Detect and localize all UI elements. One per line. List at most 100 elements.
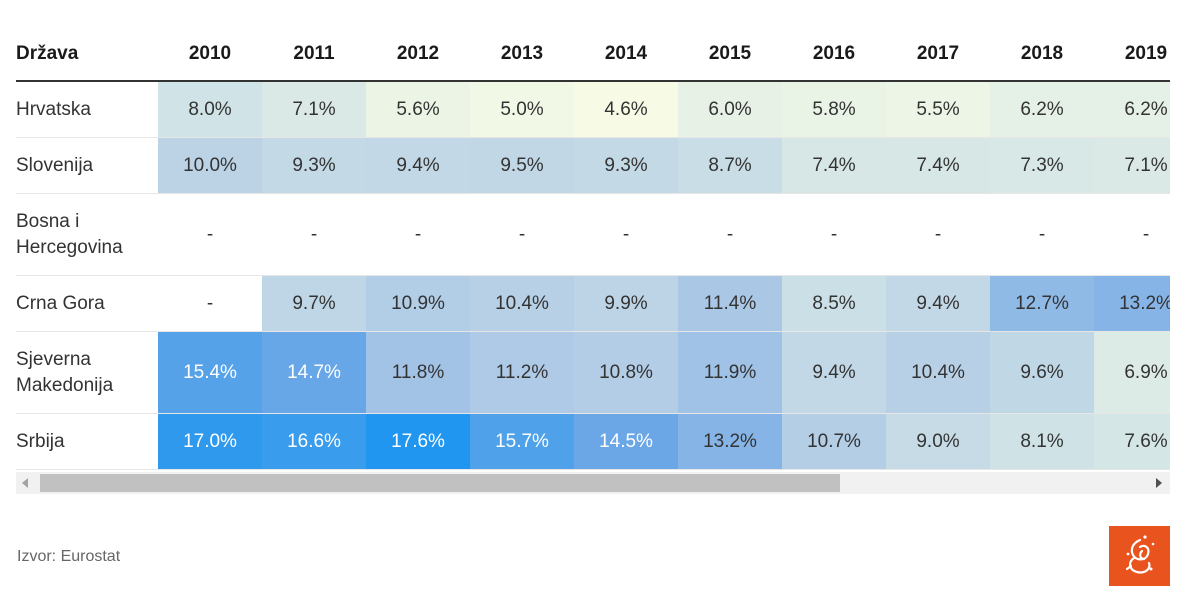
value-cell: 15.7%: [470, 413, 574, 470]
value-cell: -: [678, 193, 782, 276]
value-cell: 8.0%: [158, 81, 262, 138]
al-jazeera-logo: [1109, 526, 1170, 586]
table-row: Crna Gora -9.7% 10.9% 10.4% 9.9% 11.4% 8.5% 9.4…: [16, 275, 1170, 332]
value-cell: 7.6%: [1094, 413, 1170, 470]
value-cell: 9.3%: [262, 137, 366, 194]
year-column-header: 2015: [678, 28, 782, 82]
value-cell: 13.2%: [678, 413, 782, 470]
value-cell: 9.5%: [470, 137, 574, 194]
year-column-header: 2018: [990, 28, 1094, 82]
table-header-row: Država 2010 2011 2012 2013 2014 2015 2016 2017 20…: [16, 28, 1170, 82]
year-column-header: 2013: [470, 28, 574, 82]
country-name-cell: Srbija: [16, 413, 158, 470]
value-cell: -: [1094, 193, 1170, 276]
value-cell: 5.6%: [366, 81, 470, 138]
value-cell: 9.4%: [782, 331, 886, 414]
value-cell: 14.7%: [262, 331, 366, 414]
value-cell: -: [470, 193, 574, 276]
value-cell: 10.8%: [574, 331, 678, 414]
scrollbar-thumb[interactable]: [40, 474, 840, 492]
value-cell: 9.3%: [574, 137, 678, 194]
value-cell: -: [366, 193, 470, 276]
data-table-viewport: Država 2010 2011 2012 2013 2014 2015 2016 2017 20…: [16, 28, 1170, 472]
source-note: Izvor: Eurostat: [17, 548, 121, 565]
table-row: Slovenija 10.0% 9.3% 9.4% 9.5% 9.3% 8.7% 7.4% 7.…: [16, 137, 1170, 194]
year-column-header: 2016: [782, 28, 886, 82]
horizontal-scrollbar[interactable]: [16, 472, 1170, 494]
value-cell: 5.5%: [886, 81, 990, 138]
country-name-line: Hercegovina: [16, 236, 123, 258]
value-cell: 14.5%: [574, 413, 678, 470]
country-name-cell: Bosna i Hercegovina: [16, 193, 158, 276]
value-cell: 7.1%: [262, 81, 366, 138]
value-cell: 11.4%: [678, 275, 782, 332]
value-cell: 11.8%: [366, 331, 470, 414]
value-cell: 15.4%: [158, 331, 262, 414]
country-name-line: Sjeverna: [16, 348, 91, 370]
value-cell: 6.9%: [1094, 331, 1170, 414]
country-name-line: Slovenija: [16, 154, 94, 176]
value-cell: 7.1%: [1094, 137, 1170, 194]
value-cell: 8.7%: [678, 137, 782, 194]
table-row: Hrvatska 8.0% 7.1% 5.6% 5.0% 4.6% 6.0% 5.8% 5.5%…: [16, 81, 1170, 138]
country-name-line: Hrvatska: [16, 98, 91, 120]
value-cell: 10.7%: [782, 413, 886, 470]
value-cell: 6.2%: [990, 81, 1094, 138]
country-name-cell: Hrvatska: [16, 81, 158, 138]
value-cell: 10.0%: [158, 137, 262, 194]
country-name-line: Bosna i: [16, 210, 80, 232]
value-cell: 17.6%: [366, 413, 470, 470]
year-column-header: 2017: [886, 28, 990, 82]
value-cell: 16.6%: [262, 413, 366, 470]
value-cell: 8.5%: [782, 275, 886, 332]
al-jazeera-logo-icon: [1125, 535, 1155, 574]
value-cell: 11.9%: [678, 331, 782, 414]
value-cell: -: [262, 193, 366, 276]
year-column-header: 2010: [158, 28, 262, 82]
country-name-cell: Crna Gora: [16, 275, 158, 332]
country-name-line: Srbija: [16, 430, 65, 452]
scroll-left-arrow-icon[interactable]: [22, 478, 28, 488]
value-cell: -: [782, 193, 886, 276]
value-cell: 7.4%: [782, 137, 886, 194]
value-cell: 12.7%: [990, 275, 1094, 332]
value-cell: 10.9%: [366, 275, 470, 332]
country-column-header: Država: [16, 28, 158, 82]
value-cell: 9.4%: [886, 275, 990, 332]
value-cell: 5.8%: [782, 81, 886, 138]
value-cell: 7.4%: [886, 137, 990, 194]
value-cell: 17.0%: [158, 413, 262, 470]
value-cell: 6.0%: [678, 81, 782, 138]
value-cell: -: [158, 193, 262, 276]
value-cell: 8.1%: [990, 413, 1094, 470]
table-row: Bosna i Hercegovina - - - - - - - - - -: [16, 193, 1170, 276]
value-cell: 11.2%: [470, 331, 574, 414]
heatmap-table: Država 2010 2011 2012 2013 2014 2015 2016 2017 20…: [16, 28, 1170, 470]
year-column-header: 2011: [262, 28, 366, 82]
value-cell: 9.7%: [262, 275, 366, 332]
scroll-right-arrow-icon[interactable]: [1156, 478, 1162, 488]
value-cell: 4.6%: [574, 81, 678, 138]
value-cell: 6.2%: [1094, 81, 1170, 138]
country-name-line: Makedonija: [16, 374, 114, 396]
country-name-line: Crna Gora: [16, 292, 105, 314]
value-cell: 13.2%: [1094, 275, 1170, 332]
value-cell: 10.4%: [886, 331, 990, 414]
year-column-header: 2019: [1094, 28, 1170, 82]
country-name-cell: Slovenija: [16, 137, 158, 194]
value-cell: -: [574, 193, 678, 276]
value-cell: -: [990, 193, 1094, 276]
value-cell: 9.9%: [574, 275, 678, 332]
table-row: Sjeverna Makedonija 15.4% 14.7% 11.8% 11.2% 10…: [16, 331, 1170, 414]
value-cell: 10.4%: [470, 275, 574, 332]
value-cell: 7.3%: [990, 137, 1094, 194]
value-cell: -: [158, 275, 262, 332]
table-row: Srbija 17.0% 16.6% 17.6% 15.7% 14.5% 13.2% 10.7…: [16, 413, 1170, 470]
value-cell: 5.0%: [470, 81, 574, 138]
year-column-header: 2014: [574, 28, 678, 82]
value-cell: 9.4%: [366, 137, 470, 194]
value-cell: -: [886, 193, 990, 276]
value-cell: 9.0%: [886, 413, 990, 470]
value-cell: 9.6%: [990, 331, 1094, 414]
country-name-cell: Sjeverna Makedonija: [16, 331, 158, 414]
